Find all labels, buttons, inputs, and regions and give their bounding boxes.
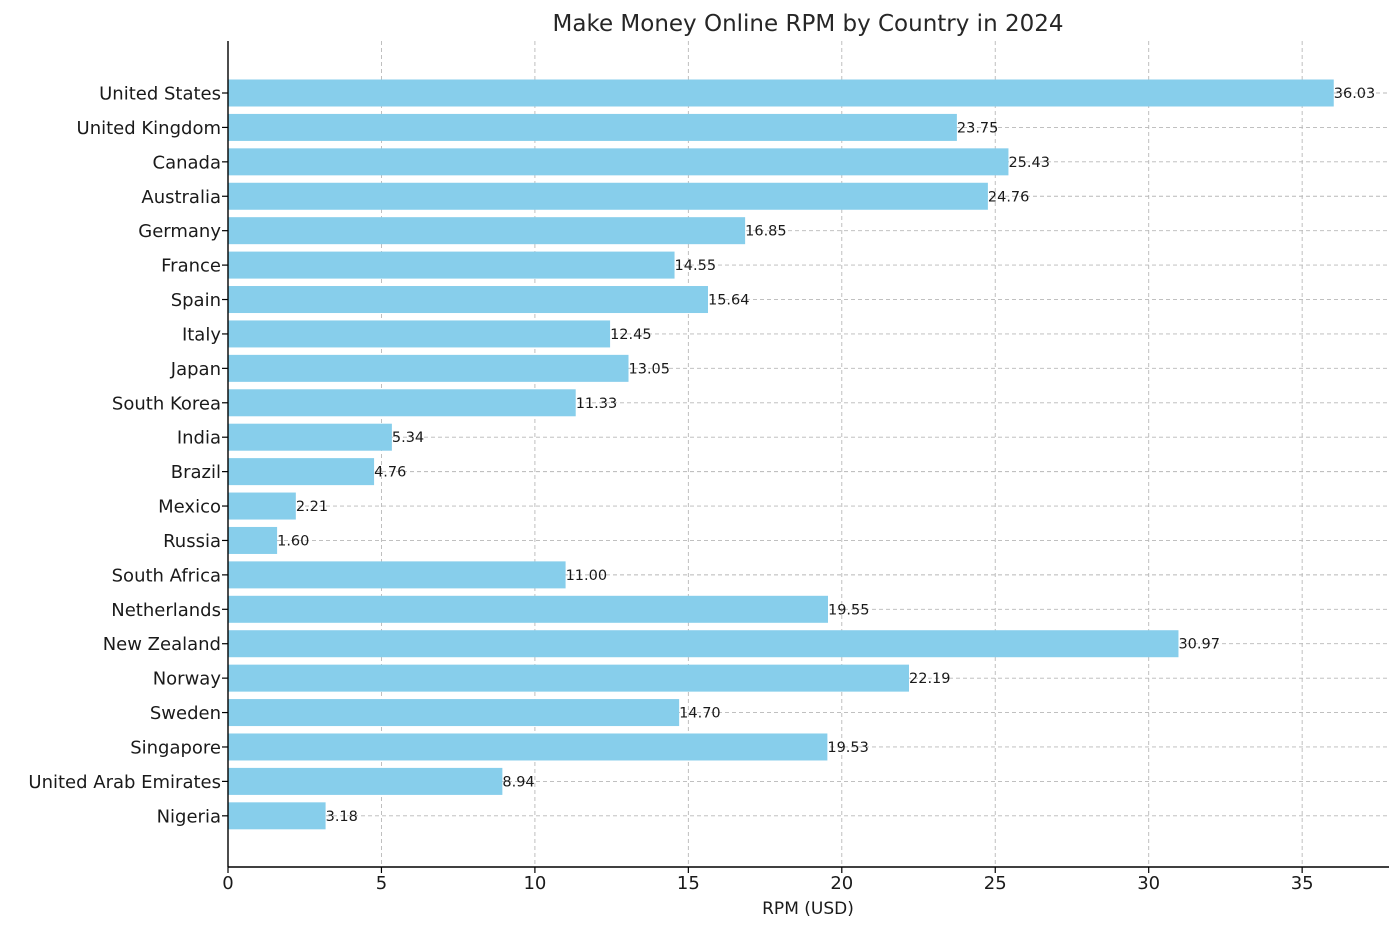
bar-value-label: 1.60 [277, 533, 309, 549]
bar [228, 113, 957, 141]
bar-value-label: 30.97 [1178, 637, 1220, 653]
category-label: Japan [170, 359, 221, 380]
category-label: Sweden [150, 703, 221, 724]
bar [228, 217, 746, 245]
bar-value-label: 14.70 [679, 706, 721, 722]
bar [228, 389, 576, 417]
labels: 0 5 10 15 20 25 30 35 United States 36.03 United K… [28, 84, 1375, 895]
bar-value-label: 24.76 [988, 189, 1030, 205]
category-label: Italy [182, 324, 221, 345]
x-tick-label: 20 [830, 873, 853, 894]
category-label: South Africa [112, 565, 221, 586]
bar-value-label: 11.00 [566, 568, 608, 584]
bar [228, 286, 708, 314]
bar-value-label: 19.53 [827, 740, 869, 756]
bar [228, 630, 1179, 658]
bar-value-label: 15.64 [708, 293, 750, 309]
bar [228, 458, 375, 486]
x-tick-label: 5 [376, 873, 387, 894]
bar [228, 526, 278, 554]
bar-value-label: 16.85 [745, 224, 787, 240]
category-label: France [161, 256, 221, 277]
x-axis-title: RPM (USD) [762, 899, 854, 919]
bar-value-label: 4.76 [374, 465, 406, 481]
category-label: New Zealand [103, 634, 221, 655]
category-label: United States [99, 84, 221, 105]
x-tick-label: 25 [984, 873, 1007, 894]
bar-value-label: 19.55 [828, 602, 870, 618]
x-tick-label: 10 [523, 873, 546, 894]
bars [228, 79, 1334, 830]
bar [228, 595, 828, 623]
category-label: Mexico [158, 497, 221, 518]
x-tick-label: 0 [222, 873, 233, 894]
bar-value-label: 14.55 [675, 258, 717, 274]
category-label: Australia [141, 187, 221, 208]
bar [228, 767, 503, 795]
bar-value-label: 3.18 [326, 809, 358, 825]
bar-value-label: 11.33 [576, 396, 618, 412]
bar [228, 423, 392, 451]
category-label: Singapore [130, 737, 221, 758]
x-tick-label: 35 [1291, 873, 1314, 894]
bar [228, 354, 629, 382]
bar [228, 320, 611, 348]
bar [228, 664, 910, 692]
category-label: Brazil [171, 462, 221, 483]
bar-value-label: 12.45 [610, 327, 652, 343]
bar-value-label: 5.34 [392, 430, 424, 446]
bar [228, 182, 988, 210]
bar [228, 561, 566, 589]
x-tick-label: 15 [677, 873, 700, 894]
category-label: Nigeria [157, 806, 221, 827]
bar-value-label: 23.75 [957, 120, 999, 136]
bar-value-label: 8.94 [502, 774, 534, 790]
x-tick-label: 30 [1137, 873, 1160, 894]
bar [228, 733, 828, 761]
bar [228, 79, 1334, 107]
category-label: Norway [153, 669, 222, 690]
category-label: United Arab Emirates [28, 772, 221, 793]
bar [228, 148, 1009, 176]
axes [222, 41, 1389, 873]
bar [228, 251, 675, 279]
category-label: Germany [138, 221, 221, 242]
bar-value-label: 2.21 [296, 499, 328, 515]
bar-value-label: 22.19 [909, 671, 951, 687]
bar-value-label: 25.43 [1008, 155, 1050, 171]
bar [228, 802, 326, 830]
bar [228, 492, 296, 520]
category-label: Canada [153, 152, 222, 173]
category-label: Netherlands [111, 600, 221, 621]
bar-value-label: 36.03 [1334, 86, 1376, 102]
bar [228, 699, 680, 727]
category-label: South Korea [112, 393, 221, 414]
grid [228, 41, 1389, 867]
category-label: Spain [171, 290, 221, 311]
chart-title: Make Money Online RPM by Country in 2024 [553, 11, 1064, 37]
category-label: United Kingdom [77, 118, 221, 139]
category-label: Russia [163, 531, 221, 552]
bar-value-label: 13.05 [629, 361, 671, 377]
category-label: India [177, 428, 221, 449]
